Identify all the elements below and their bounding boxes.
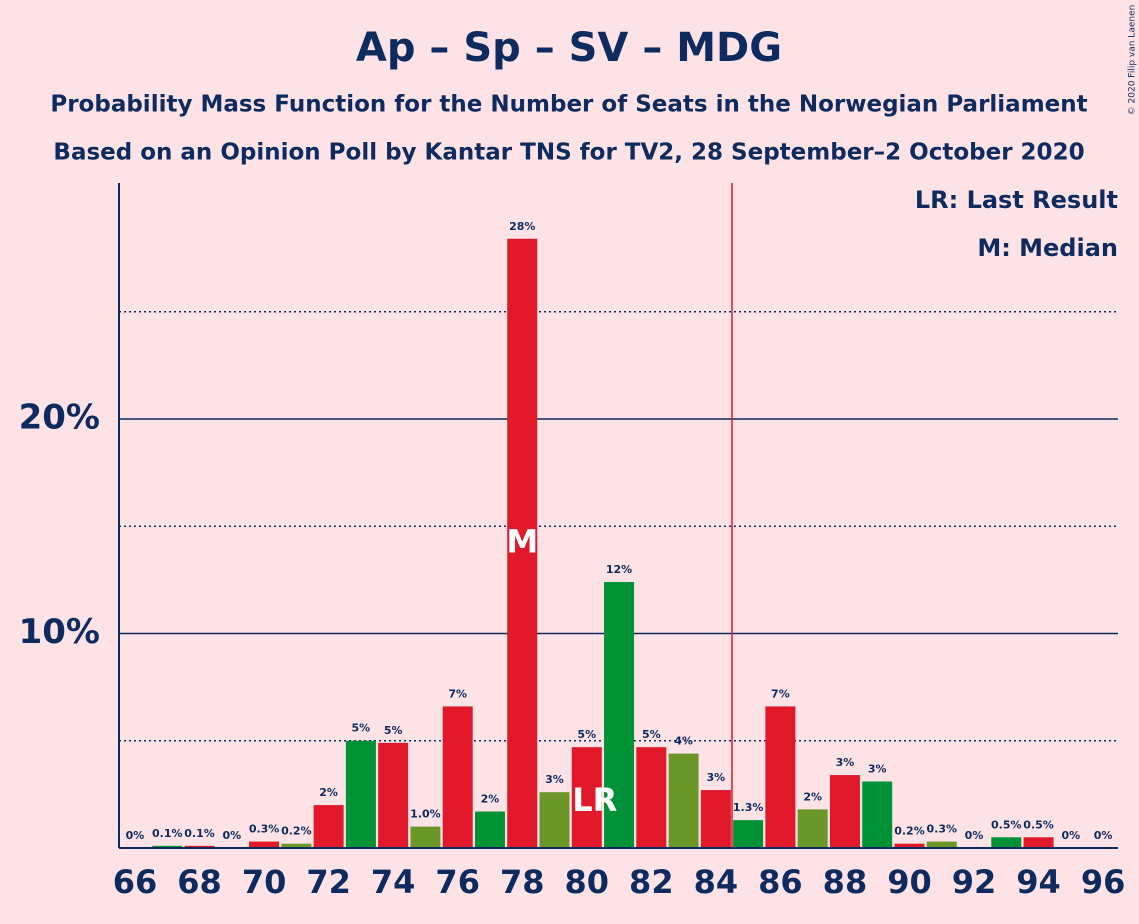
legend-lr: LR: Last Result bbox=[915, 186, 1118, 214]
value-label: 5% bbox=[352, 722, 371, 735]
bar bbox=[991, 837, 1022, 848]
copyright: © 2020 Filip van Laenen bbox=[1128, 5, 1138, 116]
bar bbox=[281, 843, 312, 848]
bar bbox=[249, 841, 280, 848]
bar bbox=[733, 820, 764, 848]
value-label: 0% bbox=[126, 829, 145, 842]
value-label: 3% bbox=[707, 771, 726, 784]
x-tick-label: 74 bbox=[371, 863, 416, 901]
bar bbox=[894, 843, 925, 848]
bar bbox=[926, 841, 957, 848]
bar bbox=[829, 775, 860, 848]
bar bbox=[604, 582, 635, 848]
value-label: 0% bbox=[1094, 829, 1113, 842]
bar bbox=[345, 740, 376, 848]
value-label: 12% bbox=[606, 563, 632, 576]
x-tick-label: 72 bbox=[306, 863, 351, 901]
last-result-marker: LR bbox=[572, 781, 617, 819]
x-tick-label: 82 bbox=[629, 863, 674, 901]
bar bbox=[410, 826, 441, 848]
chart-title: Ap – Sp – SV – MDG bbox=[356, 25, 782, 71]
value-label: 1.0% bbox=[410, 808, 441, 821]
bar bbox=[539, 792, 570, 848]
value-label: 0.1% bbox=[152, 827, 183, 840]
value-label: 0.2% bbox=[281, 825, 312, 838]
value-label: 2% bbox=[319, 786, 338, 799]
value-label: 0.3% bbox=[926, 823, 957, 836]
x-tick-label: 92 bbox=[952, 863, 997, 901]
value-label: 4% bbox=[674, 735, 693, 748]
bar bbox=[184, 845, 215, 848]
y-tick-label: 10% bbox=[19, 612, 100, 652]
value-label: 0.2% bbox=[894, 825, 925, 838]
x-tick-label: 80 bbox=[565, 863, 610, 901]
value-label: 0.5% bbox=[991, 818, 1022, 831]
y-tick-label: 20% bbox=[19, 397, 100, 437]
bar bbox=[571, 747, 602, 848]
bar bbox=[1023, 837, 1054, 848]
x-tick-label: 70 bbox=[242, 863, 287, 901]
median-marker: M bbox=[506, 522, 538, 560]
value-label: 5% bbox=[577, 728, 596, 741]
bar bbox=[636, 747, 667, 848]
value-label: 0.3% bbox=[249, 823, 280, 836]
x-tick-label: 78 bbox=[500, 863, 545, 901]
value-label: 0.5% bbox=[1023, 818, 1054, 831]
value-label: 5% bbox=[384, 724, 403, 737]
x-tick-label: 66 bbox=[113, 863, 158, 901]
value-label: 0% bbox=[1061, 829, 1080, 842]
value-label: 5% bbox=[642, 728, 661, 741]
legend-m: M: Median bbox=[977, 234, 1118, 262]
bar bbox=[862, 781, 893, 848]
x-tick-label: 68 bbox=[177, 863, 222, 901]
x-tick-label: 88 bbox=[823, 863, 868, 901]
x-tick-label: 84 bbox=[694, 863, 739, 901]
value-label: 28% bbox=[509, 220, 535, 233]
bar bbox=[474, 811, 505, 848]
bar bbox=[313, 805, 344, 848]
x-tick-label: 86 bbox=[758, 863, 803, 901]
bar bbox=[765, 706, 796, 848]
value-label: 1.3% bbox=[733, 801, 764, 814]
bar bbox=[378, 742, 409, 848]
x-tick-label: 96 bbox=[1081, 863, 1126, 901]
bar bbox=[797, 809, 828, 848]
value-label: 0% bbox=[222, 829, 241, 842]
bar bbox=[507, 238, 538, 849]
value-label: 2% bbox=[481, 793, 500, 806]
bar bbox=[700, 790, 731, 848]
bar bbox=[442, 706, 473, 848]
value-label: 3% bbox=[836, 756, 855, 769]
bar bbox=[152, 845, 183, 848]
value-label: 0% bbox=[965, 829, 984, 842]
x-tick-label: 90 bbox=[887, 863, 932, 901]
value-label: 7% bbox=[448, 687, 467, 700]
value-label: 2% bbox=[803, 790, 822, 803]
x-tick-label: 94 bbox=[1016, 863, 1061, 901]
value-label: 3% bbox=[868, 763, 887, 776]
subtitle: Probability Mass Function for the Number… bbox=[50, 92, 1087, 118]
value-label: 7% bbox=[771, 687, 790, 700]
value-label: 0.1% bbox=[184, 827, 215, 840]
x-tick-label: 76 bbox=[435, 863, 480, 901]
bar bbox=[668, 753, 699, 848]
value-label: 3% bbox=[545, 773, 564, 786]
subtitle: Based on an Opinion Poll by Kantar TNS f… bbox=[53, 140, 1084, 166]
